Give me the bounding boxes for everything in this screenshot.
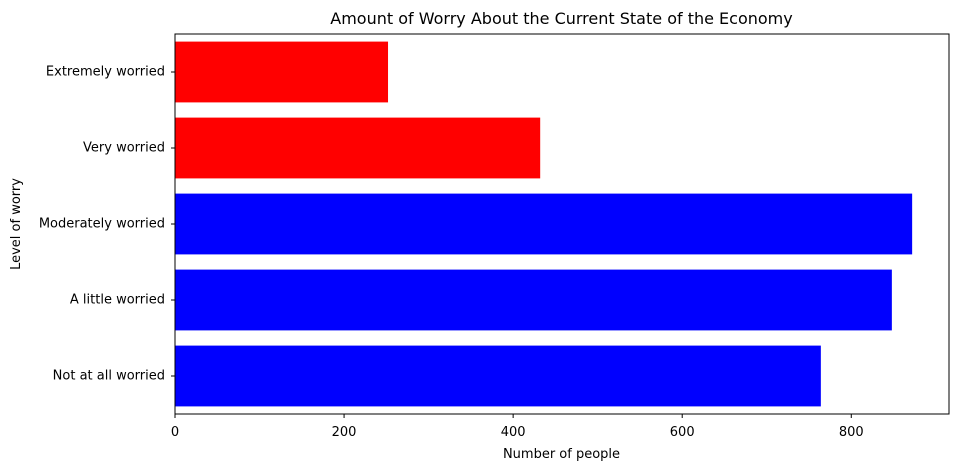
y-axis-label: Level of worry bbox=[9, 178, 24, 270]
x-axis-ticks: 0 200 400 600 800 bbox=[171, 414, 864, 440]
x-tick-label: 0 bbox=[171, 425, 179, 440]
bar-extremely-worried bbox=[175, 41, 389, 103]
y-tick-label: Not at all worried bbox=[53, 369, 165, 384]
x-tick-label: 600 bbox=[670, 425, 695, 440]
plot-frame bbox=[174, 33, 950, 415]
chart-title: Amount of Worry About the Current State … bbox=[330, 9, 792, 28]
y-axis-ticks: Not at all worried A little worried Modera… bbox=[39, 65, 175, 384]
bar-a-little-worried bbox=[175, 269, 892, 331]
y-tick-label: Extremely worried bbox=[46, 65, 165, 80]
y-tick-label: Moderately worried bbox=[39, 217, 165, 232]
bar-moderately-worried bbox=[175, 193, 913, 255]
x-axis-label: Number of people bbox=[503, 447, 620, 462]
bar-not-at-all-worried bbox=[175, 345, 821, 407]
x-tick-label: 800 bbox=[839, 425, 864, 440]
bar-very-worried bbox=[175, 117, 541, 179]
x-tick-label: 400 bbox=[501, 425, 526, 440]
y-tick-label: Very worried bbox=[83, 141, 165, 156]
x-tick-label: 200 bbox=[332, 425, 357, 440]
y-tick-label: A little worried bbox=[70, 293, 165, 308]
bars-layer bbox=[175, 41, 913, 407]
